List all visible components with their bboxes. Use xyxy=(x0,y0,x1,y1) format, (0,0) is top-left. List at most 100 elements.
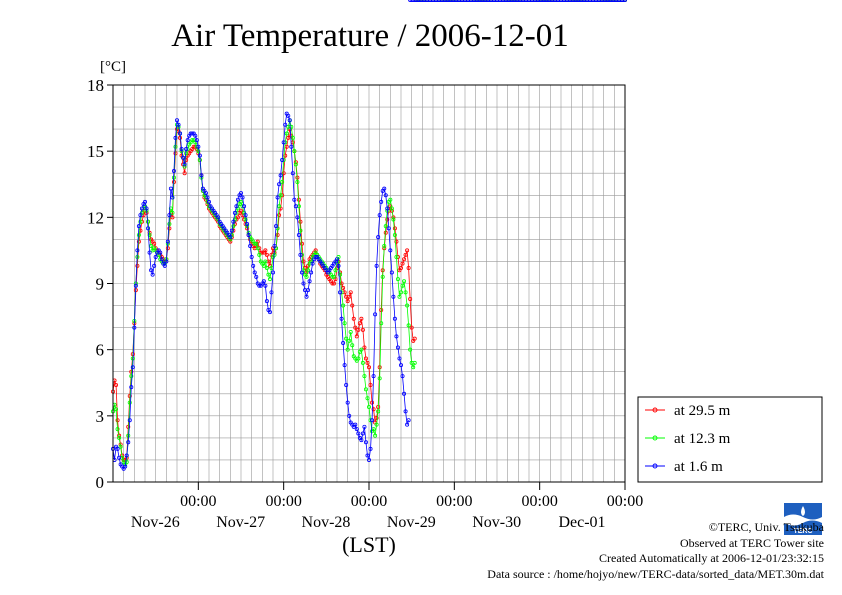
data-point xyxy=(269,290,274,295)
data-point xyxy=(392,316,397,321)
data-point xyxy=(171,169,176,174)
data-point xyxy=(363,387,368,392)
data-point xyxy=(472,0,477,2)
data-point xyxy=(277,213,282,218)
data-point xyxy=(132,325,137,330)
data-point xyxy=(440,0,445,2)
data-point xyxy=(299,241,304,246)
data-point xyxy=(383,224,388,229)
data-point xyxy=(377,376,382,381)
data-point xyxy=(601,0,606,2)
y-tick-label: 15 xyxy=(87,142,104,161)
data-point xyxy=(330,274,335,279)
data-point xyxy=(450,0,455,2)
data-point xyxy=(505,0,510,2)
data-point xyxy=(405,248,410,253)
data-point xyxy=(267,310,272,315)
data-point xyxy=(366,365,371,370)
data-point xyxy=(461,0,466,2)
y-tick-label: 0 xyxy=(96,473,105,492)
data-point xyxy=(243,217,248,222)
data-point xyxy=(371,374,376,379)
data-point xyxy=(310,261,315,266)
data-point xyxy=(331,281,336,286)
data-point xyxy=(432,0,437,2)
data-point xyxy=(278,193,283,198)
data-point xyxy=(578,0,583,2)
x-tick-date-label: Dec-01 xyxy=(558,514,605,531)
data-point xyxy=(434,0,439,2)
data-point xyxy=(306,288,311,293)
data-point xyxy=(414,0,419,2)
data-point xyxy=(607,0,612,2)
data-point xyxy=(133,283,138,288)
data-point xyxy=(144,206,149,211)
data-point xyxy=(405,303,410,308)
data-point xyxy=(185,138,190,143)
data-point xyxy=(411,0,416,2)
data-point xyxy=(470,0,475,2)
data-point xyxy=(557,0,562,2)
data-point xyxy=(405,422,410,427)
data-point xyxy=(537,0,542,2)
data-point xyxy=(298,252,303,257)
data-point xyxy=(126,440,131,445)
data-point xyxy=(124,460,129,465)
data-point xyxy=(478,0,483,2)
data-point xyxy=(257,252,262,257)
data-point xyxy=(306,268,311,273)
x-tick-time-label: 00:00 xyxy=(351,493,387,510)
data-point xyxy=(334,257,339,262)
legend-swatch-marker xyxy=(652,407,658,413)
data-point xyxy=(446,0,451,2)
data-point xyxy=(330,281,335,286)
data-point xyxy=(530,0,535,2)
x-tick-time-label: 00:00 xyxy=(436,493,472,510)
data-point xyxy=(165,239,170,244)
data-point xyxy=(549,0,554,2)
series-layer xyxy=(111,0,627,471)
data-point xyxy=(283,122,288,127)
data-point xyxy=(130,365,135,370)
data-point xyxy=(365,396,370,401)
data-point xyxy=(563,0,568,2)
data-point xyxy=(178,131,183,136)
data-point xyxy=(426,0,431,2)
data-point xyxy=(389,206,394,211)
data-point xyxy=(403,409,408,414)
data-point xyxy=(341,303,346,308)
data-point xyxy=(571,0,576,2)
data-point xyxy=(127,400,132,405)
data-point xyxy=(252,241,257,246)
copyright-text: ©TERC, Univ. Tsukuba xyxy=(708,520,824,534)
y-tick-label: 18 xyxy=(87,76,104,95)
data-point xyxy=(359,347,364,352)
data-point xyxy=(392,226,397,231)
data-point xyxy=(272,244,277,249)
data-point xyxy=(344,336,349,341)
data-point xyxy=(591,0,595,2)
data-point xyxy=(482,0,487,2)
x-axis-label: (LST) xyxy=(342,532,396,557)
data-point xyxy=(351,316,356,321)
data-point xyxy=(142,199,147,204)
data-point xyxy=(540,0,545,2)
data-point xyxy=(554,0,559,2)
data-point xyxy=(231,224,236,229)
x-ticks: 00:00Nov-2600:00Nov-2700:00Nov-2800:00No… xyxy=(131,482,643,531)
data-point xyxy=(129,374,134,379)
data-point xyxy=(295,215,300,220)
data-point xyxy=(117,455,122,460)
data-point xyxy=(307,279,312,284)
data-point xyxy=(360,327,365,332)
data-point xyxy=(290,171,295,176)
data-point xyxy=(345,347,350,352)
data-point xyxy=(348,290,353,295)
data-point xyxy=(272,252,277,257)
data-point xyxy=(152,241,157,246)
data-point xyxy=(383,193,388,198)
data-point xyxy=(586,0,591,2)
series-2 xyxy=(111,0,627,471)
data-point xyxy=(429,0,434,2)
data-point xyxy=(552,0,557,2)
